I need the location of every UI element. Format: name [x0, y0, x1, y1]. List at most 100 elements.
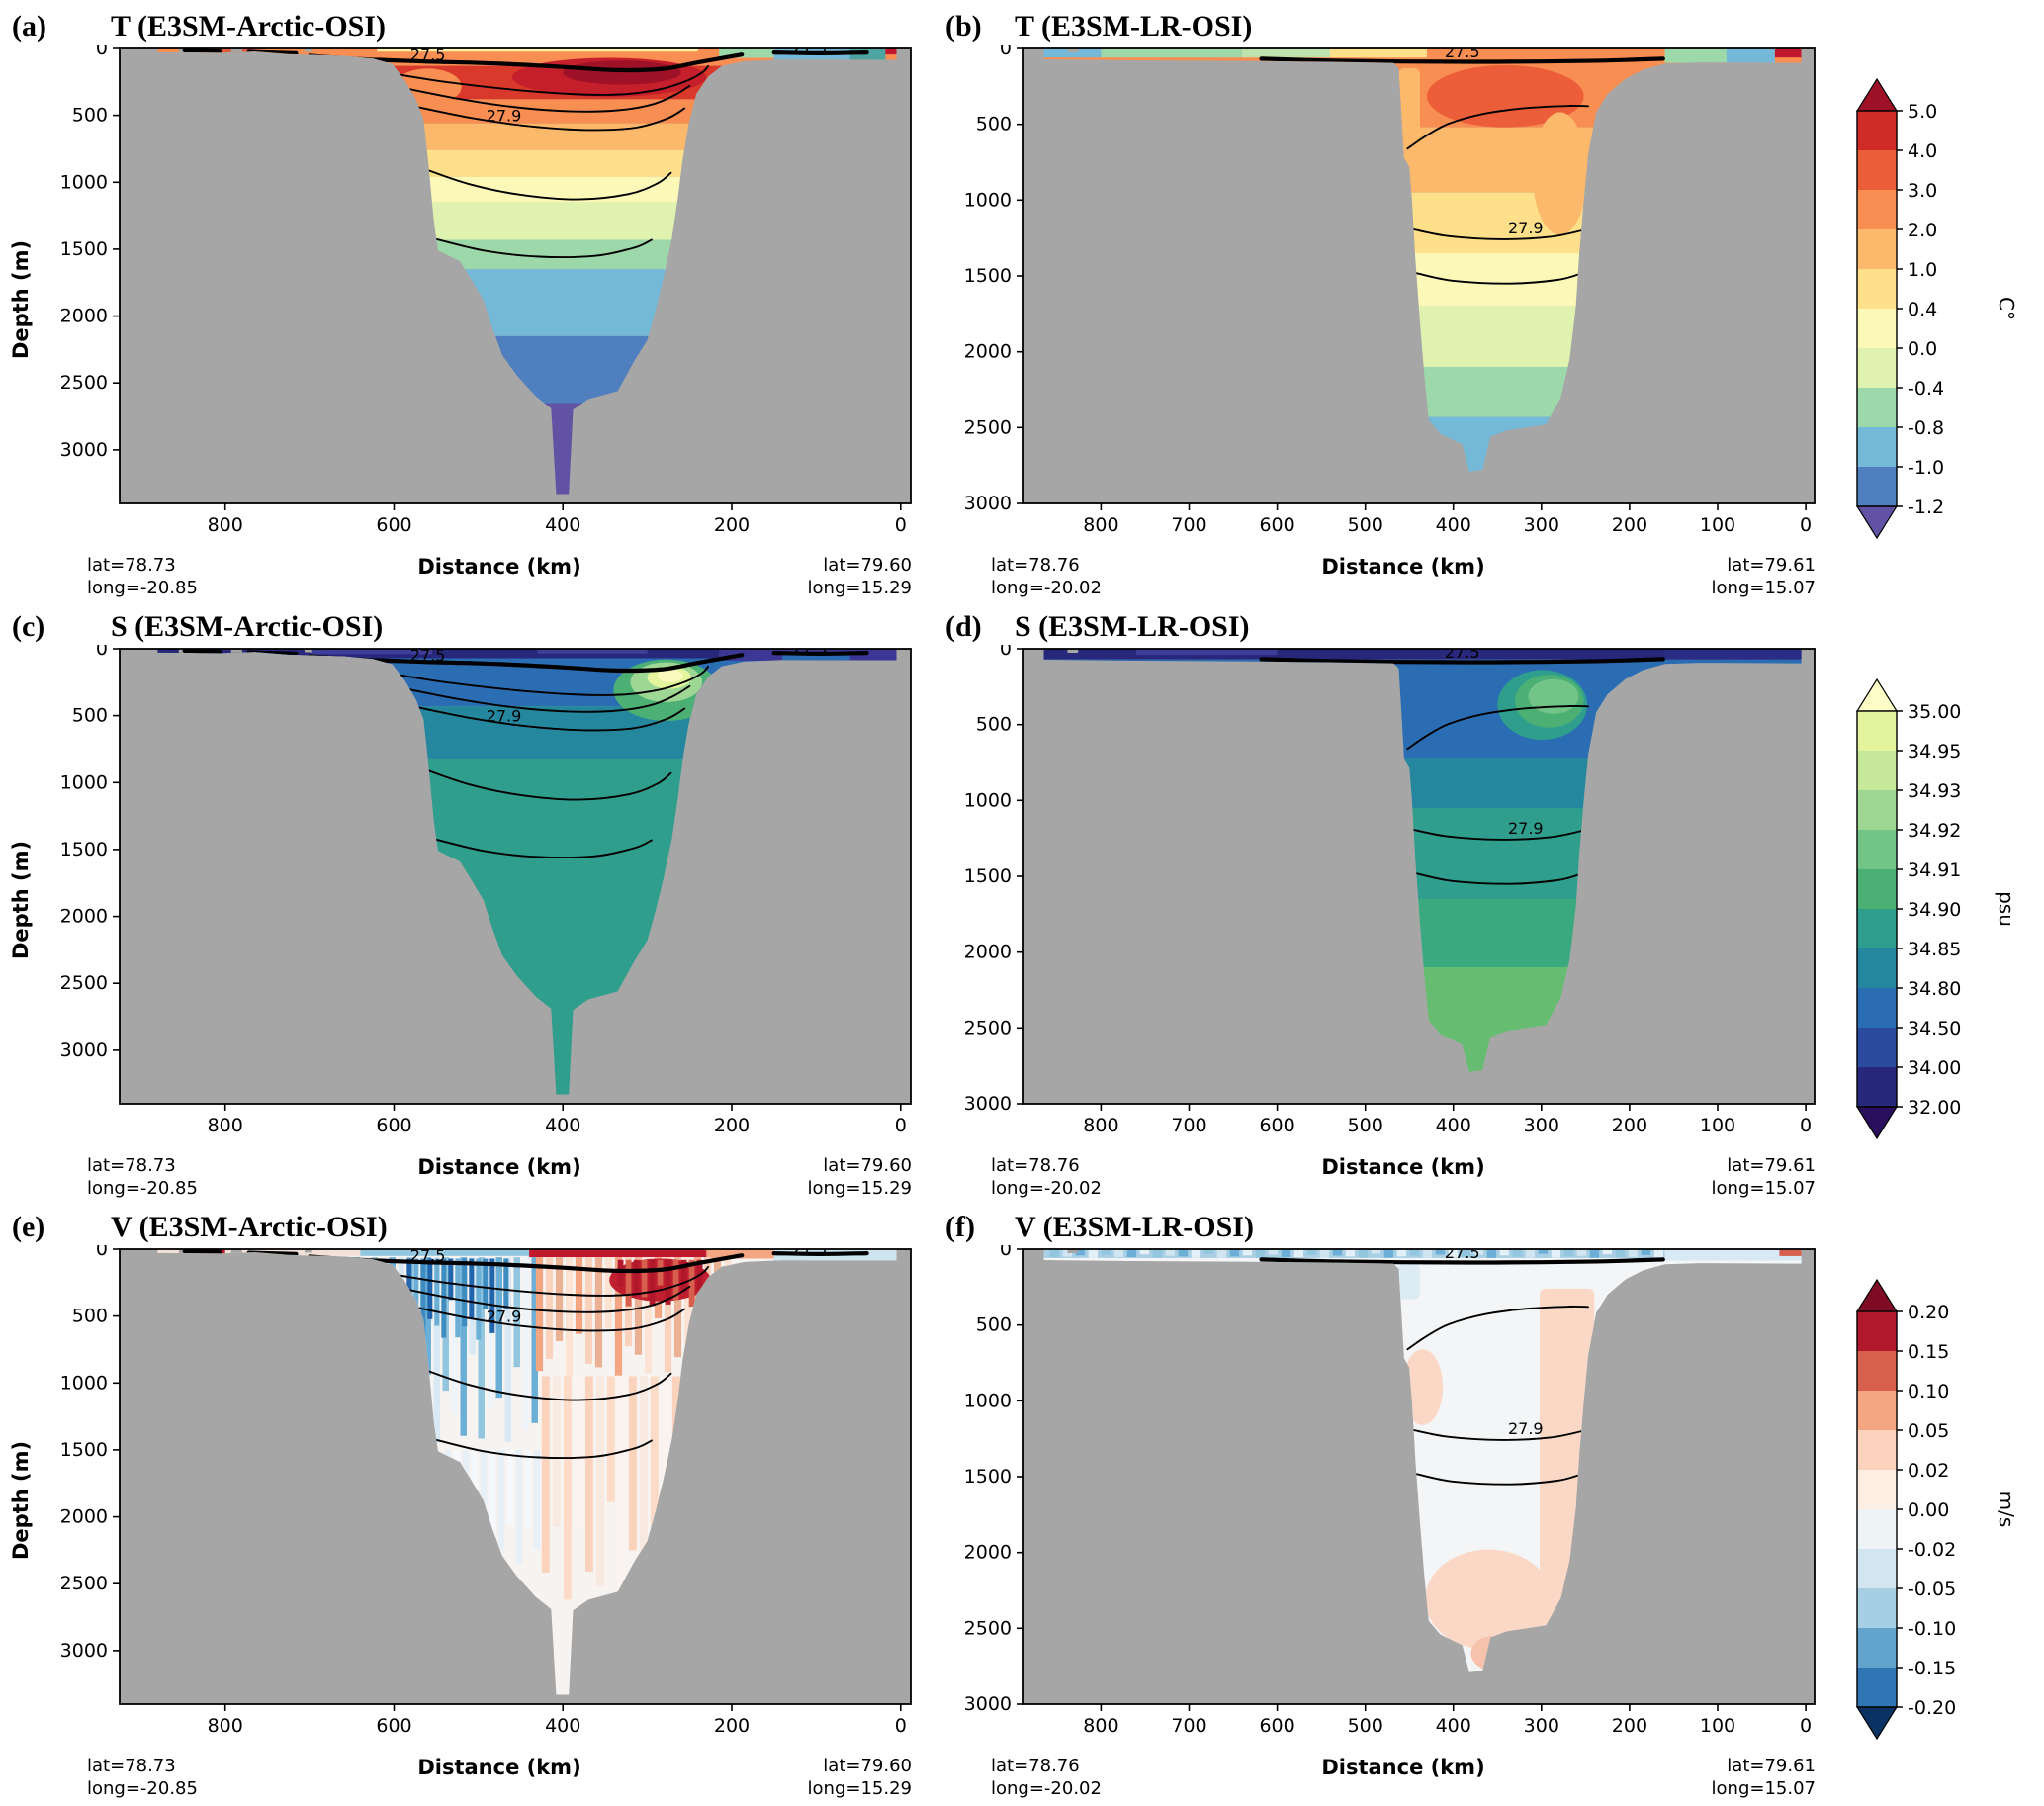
svg-text:0.10: 0.10: [1908, 1381, 1949, 1402]
svg-text:3000: 3000: [60, 439, 108, 461]
svg-text:400: 400: [545, 1715, 580, 1737]
panel-footer: lat=78.76 long=-20.02 Distance (km) lat=…: [939, 1755, 1829, 1805]
svg-text:1000: 1000: [964, 189, 1012, 211]
svg-text:34.90: 34.90: [1908, 899, 1961, 921]
svg-text:100: 100: [1700, 514, 1735, 536]
endpoint-right: lat=79.60 long=15.29: [744, 1755, 912, 1801]
endpoint-right: lat=79.60 long=15.29: [744, 1154, 912, 1201]
svg-text:700: 700: [1171, 514, 1206, 536]
svg-text:100: 100: [1700, 1715, 1735, 1737]
svg-text:-0.15: -0.15: [1908, 1658, 1956, 1679]
panel-e-velocity-arctic: (e) V (E3SM-Arctic-OSI) Depth (m) 27.5 27…: [6, 1207, 926, 1805]
endpoint-left: lat=78.76 long=-20.02: [991, 554, 1159, 600]
panel-title: T (E3SM-Arctic-OSI): [111, 10, 387, 43]
svg-text:34.95: 34.95: [1908, 741, 1961, 763]
svg-text:34.91: 34.91: [1908, 859, 1961, 881]
x-axis-label: Distance (km): [1321, 555, 1485, 579]
svg-text:600: 600: [1259, 1115, 1294, 1136]
svg-text:psu: psu: [1995, 891, 2018, 927]
x-axis-label: Distance (km): [1321, 1154, 1485, 1179]
svg-text:200: 200: [714, 1115, 750, 1136]
svg-text:3.0: 3.0: [1908, 180, 1937, 202]
svg-text:800: 800: [208, 1715, 243, 1737]
svg-text:2000: 2000: [60, 306, 108, 327]
svg-text:500: 500: [1348, 514, 1383, 536]
y-axis-label: Depth (m): [9, 239, 33, 359]
endpoint-lat: lat=79.60: [823, 555, 912, 576]
svg-text:600: 600: [1259, 1715, 1294, 1737]
endpoint-left: lat=78.76 long=-20.02: [991, 1755, 1159, 1801]
svg-text:0.0: 0.0: [1908, 338, 1937, 360]
panel-title-row: (e) V (E3SM-Arctic-OSI): [12, 1211, 926, 1243]
svg-text:34.80: 34.80: [1908, 978, 1961, 1000]
svg-text:C°: C°: [1995, 297, 2018, 320]
svg-text:600: 600: [376, 1115, 411, 1136]
panel-footer: lat=78.73 long=-20.85 Distance (km) lat=…: [6, 1154, 926, 1205]
svg-text:0: 0: [895, 1715, 907, 1737]
svg-text:400: 400: [1436, 514, 1471, 536]
svg-text:5.0: 5.0: [1908, 101, 1937, 123]
svg-text:200: 200: [1612, 1715, 1647, 1737]
svg-text:0: 0: [96, 45, 108, 59]
x-axis-label: Distance (km): [417, 1154, 581, 1179]
panel-label: (b): [945, 10, 982, 43]
svg-text:0: 0: [1000, 645, 1012, 660]
panel-title: V (E3SM-LR-OSI): [1015, 1210, 1254, 1243]
endpoint-right: lat=79.61 long=15.07: [1647, 1755, 1816, 1801]
colorbar-salinity: 35.00 34.95 34.93 34.92 34.91 34.90 34.85 34.80…: [1843, 654, 2031, 1163]
endpoint-right: lat=79.61 long=15.07: [1647, 554, 1816, 600]
svg-text:2000: 2000: [964, 941, 1012, 962]
panel-label: (e): [12, 1210, 45, 1243]
panel-title-row: (c) S (E3SM-Arctic-OSI): [12, 610, 926, 643]
svg-text:1500: 1500: [964, 265, 1012, 287]
svg-text:2500: 2500: [964, 1617, 1012, 1639]
endpoint-right: lat=79.61 long=15.07: [1647, 1154, 1816, 1201]
panel-title-row: (f) V (E3SM-LR-OSI): [945, 1211, 1829, 1243]
svg-text:2500: 2500: [964, 416, 1012, 438]
endpoint-long: long=-20.85: [87, 578, 198, 599]
svg-text:300: 300: [1524, 1715, 1559, 1737]
svg-text:0: 0: [1000, 45, 1012, 59]
svg-text:27.9: 27.9: [1508, 819, 1544, 838]
svg-text:800: 800: [208, 514, 243, 536]
svg-text:-0.20: -0.20: [1908, 1697, 1956, 1719]
endpoint-lat: lat=78.76: [991, 1755, 1080, 1776]
svg-text:27.9: 27.9: [1508, 219, 1544, 237]
svg-text:2000: 2000: [964, 1541, 1012, 1563]
panel-title-row: (d) S (E3SM-LR-OSI): [945, 610, 1829, 643]
svg-text:1500: 1500: [60, 839, 108, 860]
y-axis-label: Depth (m): [9, 840, 33, 959]
endpoint-lat: lat=79.61: [1727, 1154, 1816, 1176]
svg-text:1000: 1000: [60, 771, 108, 793]
svg-text:1500: 1500: [60, 238, 108, 260]
svg-text:2500: 2500: [60, 972, 108, 994]
figure: (a) T (E3SM-Arctic-OSI) Depth (m) 27.5 27…: [6, 6, 2038, 1804]
svg-text:34.85: 34.85: [1908, 939, 1961, 960]
svg-text:400: 400: [1436, 1115, 1471, 1136]
endpoint-long: long=-20.02: [991, 578, 1102, 599]
svg-text:27.5: 27.5: [792, 645, 828, 659]
svg-text:0: 0: [1800, 1715, 1812, 1737]
svg-text:3000: 3000: [964, 493, 1012, 514]
svg-text:34.00: 34.00: [1908, 1057, 1961, 1079]
svg-text:-0.05: -0.05: [1908, 1579, 1956, 1600]
svg-text:34.92: 34.92: [1908, 820, 1961, 842]
panel-label: (f): [945, 1210, 975, 1243]
svg-text:0.4: 0.4: [1908, 299, 1937, 320]
x-axis-label: Distance (km): [417, 555, 581, 579]
endpoint-long: long=15.07: [1711, 578, 1816, 599]
svg-text:0.15: 0.15: [1908, 1341, 1949, 1363]
svg-text:500: 500: [72, 704, 108, 726]
svg-text:27.5: 27.5: [410, 45, 446, 64]
svg-text:2000: 2000: [60, 1505, 108, 1527]
svg-text:27.5: 27.5: [792, 1245, 828, 1259]
panel-a-temperature-arctic: (a) T (E3SM-Arctic-OSI) Depth (m) 27.5 27…: [6, 6, 926, 604]
svg-text:600: 600: [1259, 514, 1294, 536]
colorbar-velocity-scale: 0.20 0.15 0.10 0.05 0.02 0.00 -0.02 -0.05 -0.10 -…: [1855, 1278, 2018, 1740]
svg-text:0: 0: [1800, 1115, 1812, 1136]
svg-text:3000: 3000: [60, 1039, 108, 1061]
y-axis-label: Depth (m): [9, 1440, 33, 1560]
